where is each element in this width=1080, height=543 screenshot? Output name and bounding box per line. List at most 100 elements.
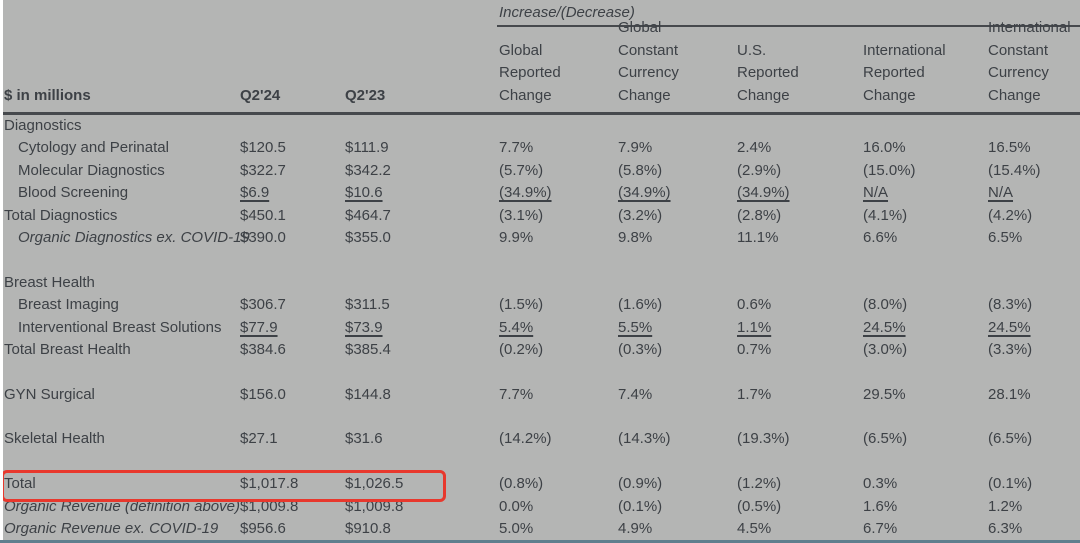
cell-global-reported-change: (0.2%) xyxy=(499,340,544,358)
table-row: Cytology and Perinatal $120.5 $111.9 7.7… xyxy=(0,137,1080,159)
cell-q2-24: $27.1 xyxy=(240,430,278,448)
cell-us-reported-change: (2.9%) xyxy=(737,161,782,179)
col-header-q2-24: Q2'24 xyxy=(240,86,281,104)
cell-global-reported-change: 0.0% xyxy=(499,497,534,515)
table-row: Diagnostics xyxy=(0,115,1080,137)
cell-global-constant-currency-change: (0.1%) xyxy=(618,497,663,515)
table-row: Skeletal Health $27.1 $31.6 (14.2%) (14.… xyxy=(0,428,1080,450)
cell-global-constant-currency-change: (0.3%) xyxy=(618,340,663,358)
col-header-global-constant-currency-change: Global Constant Currency Change xyxy=(618,19,679,104)
cell-international-constant-currency-change: (8.3%) xyxy=(988,296,1033,314)
cell-international-constant-currency-change xyxy=(988,406,1080,428)
row-label: Organic Diagnostics ex. COVID-19 xyxy=(18,228,250,246)
cell-international-constant-currency-change: 28.1% xyxy=(988,385,1031,403)
cell-q2-24 xyxy=(240,451,345,473)
cell-international-constant-currency-change xyxy=(988,451,1080,473)
cell-international-constant-currency-change: (3.3%) xyxy=(988,340,1033,358)
cell-q2-24: $956.6 xyxy=(240,520,286,538)
cell-q2-23 xyxy=(345,115,499,137)
cell-global-constant-currency-change: 4.9% xyxy=(618,520,653,538)
row-label xyxy=(4,451,240,473)
row-label: Skeletal Health xyxy=(4,430,105,448)
cell-global-reported-change: (34.9%) xyxy=(499,184,552,202)
column-headers-row: $ in millions Q2'24 Q2'23 Global Reporte… xyxy=(0,17,1080,112)
col-header-us-reported-change: U.S. Reported Change xyxy=(737,41,799,104)
cell-international-constant-currency-change xyxy=(988,115,1080,137)
cell-global-reported-change xyxy=(499,272,618,294)
cell-q2-24 xyxy=(240,249,345,271)
row-label: Cytology and Perinatal xyxy=(18,139,169,157)
cell-us-reported-change: (0.5%) xyxy=(737,497,782,515)
cell-q2-24: $156.0 xyxy=(240,385,286,403)
cell-q2-24: $77.9 xyxy=(240,318,278,336)
row-label: Total Breast Health xyxy=(4,340,131,358)
table-row: Blood Screening $6.9 $10.6 (34.9%) (34.9… xyxy=(0,182,1080,204)
table-row: Organic Revenue ex. COVID-19 $956.6 $910… xyxy=(0,518,1080,540)
cell-global-constant-currency-change: 5.5% xyxy=(618,318,653,336)
increase-decrease-label: Increase/(Decrease) xyxy=(499,4,635,21)
cell-us-reported-change: (19.3%) xyxy=(737,430,790,448)
col-header-q2-23: Q2'23 xyxy=(345,86,386,104)
cell-international-constant-currency-change: (4.2%) xyxy=(988,206,1033,224)
table-row: Organic Diagnostics ex. COVID-19 $390.0 … xyxy=(0,227,1080,249)
row-label: Breast Imaging xyxy=(18,296,119,314)
col-header-unit-label: $ in millions xyxy=(4,86,91,104)
cell-us-reported-change xyxy=(737,361,863,383)
cell-us-reported-change: (1.2%) xyxy=(737,475,782,493)
cell-q2-23: $111.9 xyxy=(345,139,389,157)
cell-global-reported-change: 5.0% xyxy=(499,520,534,538)
table-row: Total Breast Health $384.6 $385.4 (0.2%)… xyxy=(0,339,1080,361)
cell-global-constant-currency-change: (0.9%) xyxy=(618,475,663,493)
cell-global-reported-change: (5.7%) xyxy=(499,161,544,179)
cell-international-reported-change xyxy=(863,115,988,137)
cell-international-reported-change: 6.6% xyxy=(863,228,898,246)
cell-q2-23 xyxy=(345,406,499,428)
cell-q2-24: $306.7 xyxy=(240,296,286,314)
cell-global-reported-change: (1.5%) xyxy=(499,296,544,314)
table-row: GYN Surgical $156.0 $144.8 7.7% 7.4% 1.7… xyxy=(0,384,1080,406)
cell-global-constant-currency-change: 7.4% xyxy=(618,385,653,403)
cell-international-reported-change: N/A xyxy=(863,184,889,202)
table-row: Total $1,017.8 $1,026.5 (0.8%) (0.9%) (1… xyxy=(0,473,1080,495)
table-row: Total Diagnostics $450.1 $464.7 (3.1%) (… xyxy=(0,205,1080,227)
cell-international-constant-currency-change: (0.1%) xyxy=(988,475,1033,493)
bottom-accent-bar xyxy=(0,540,1080,543)
cell-international-reported-change xyxy=(863,249,988,271)
cell-global-reported-change: 5.4% xyxy=(499,318,534,336)
cell-international-constant-currency-change xyxy=(988,361,1080,383)
cell-q2-23: $73.9 xyxy=(345,318,383,336)
row-label: Total Diagnostics xyxy=(4,206,118,224)
row-label xyxy=(4,406,240,428)
cell-q2-24: $390.0 xyxy=(240,228,286,246)
col-header-international-reported-change: International Reported Change xyxy=(863,41,946,104)
cell-global-constant-currency-change: (3.2%) xyxy=(618,206,663,224)
cell-q2-23: $464.7 xyxy=(345,206,391,224)
cell-international-reported-change: (15.0%) xyxy=(863,161,916,179)
cell-international-reported-change: 24.5% xyxy=(863,318,906,336)
cell-international-reported-change: (6.5%) xyxy=(863,430,908,448)
table-row xyxy=(0,451,1080,473)
cell-international-reported-change xyxy=(863,272,988,294)
cell-us-reported-change: 11.1% xyxy=(737,228,779,246)
cell-global-reported-change: 7.7% xyxy=(499,139,534,157)
cell-global-reported-change: (0.8%) xyxy=(499,475,544,493)
row-label: Molecular Diagnostics xyxy=(18,161,165,179)
cell-global-constant-currency-change: 9.8% xyxy=(618,228,653,246)
cell-global-reported-change: (14.2%) xyxy=(499,430,552,448)
cell-international-constant-currency-change: 16.5% xyxy=(988,139,1031,157)
row-label xyxy=(4,361,240,383)
cell-international-constant-currency-change xyxy=(988,249,1080,271)
cell-global-constant-currency-change xyxy=(618,249,737,271)
cell-us-reported-change xyxy=(737,451,863,473)
table-row: Organic Revenue (definition above) $1,00… xyxy=(0,496,1080,518)
cell-global-constant-currency-change: (1.6%) xyxy=(618,296,663,314)
cell-us-reported-change: 2.4% xyxy=(737,139,772,157)
cell-international-reported-change: 1.6% xyxy=(863,497,898,515)
cell-international-constant-currency-change xyxy=(988,272,1080,294)
cell-international-constant-currency-change: 6.3% xyxy=(988,520,1023,538)
cell-us-reported-change: 4.5% xyxy=(737,520,772,538)
cell-q2-23: $910.8 xyxy=(345,520,391,538)
cell-q2-24: $384.6 xyxy=(240,340,286,358)
cell-q2-23: $31.6 xyxy=(345,430,383,448)
